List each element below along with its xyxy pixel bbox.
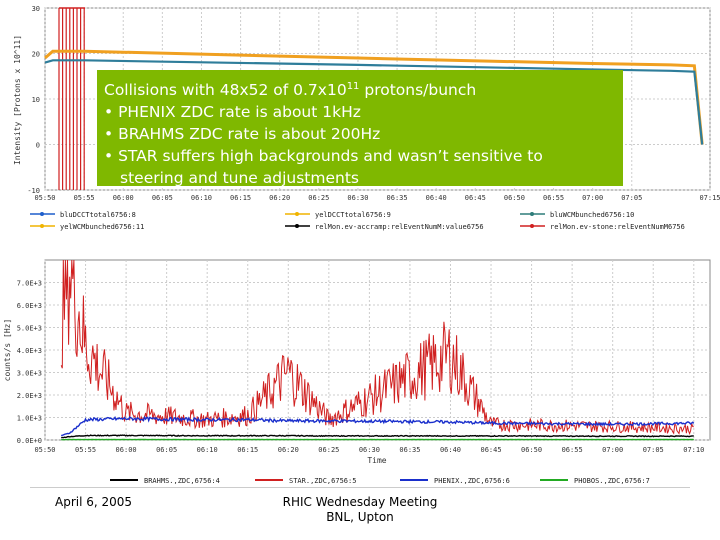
x-tick-label: 06:35 (387, 194, 408, 202)
legend-label: PHENIX.,ZDC,6756:6 (434, 477, 510, 485)
x-tick-label: 06:35 (399, 446, 420, 454)
series-lines (60, 259, 695, 441)
x-tick-label: 06:45 (480, 446, 501, 454)
legend-label: STAR.,ZDC,6756:5 (289, 477, 356, 485)
y-axis-label: Intensity [Protons x 10^11] (13, 35, 22, 165)
legend-label: yelWCMbunched6756:11 (60, 223, 144, 231)
y-tick-labels: 7.0E+3 6.0E+3 5.0E+3 4.0E+3 3.0E+3 2.0E+3 1.0E… (17, 280, 42, 446)
x-tick-label: 06:40 (440, 446, 461, 454)
y-tick-label: 30 (32, 5, 40, 13)
legend: BRAHMS.,ZDC,6756:4 STAR.,ZDC,6756:5 PHENIX… (110, 477, 650, 485)
x-tick-label: 06:40 (426, 194, 447, 202)
x-tick-label: 06:55 (543, 194, 564, 202)
legend-label: BRAHMS.,ZDC,6756:4 (144, 477, 220, 485)
x-tick-label: 06:15 (230, 194, 251, 202)
x-tick-label: 06:10 (197, 446, 218, 454)
series-line-yelDCCTtotal6756:9 (44, 49, 704, 145)
x-tick-label: 06:50 (504, 194, 525, 202)
y-axis-label: counts/s [Hz] (3, 319, 12, 382)
y-tick-label: 7.0E+3 (17, 280, 42, 288)
x-tick-label: 06:05 (156, 446, 177, 454)
legend: bluDCCTtotal6756:8 yelDCCTtotal6756:9 bluW… (30, 211, 685, 231)
x-tick-label: 07:05 (621, 194, 642, 202)
x-tick-label: 06:30 (347, 194, 368, 202)
x-tick-label: 06:00 (116, 446, 137, 454)
x-tick-label: 06:25 (308, 194, 329, 202)
y-tick-label: 20 (32, 51, 40, 59)
x-tick-label: 06:55 (562, 446, 583, 454)
x-tick-label: 07:05 (643, 446, 664, 454)
y-tick-label: 10 (32, 96, 40, 104)
legend-marker (40, 212, 44, 216)
series-lines (44, 7, 704, 190)
x-tick-label: 06:20 (278, 446, 299, 454)
summary-callout: Collisions with 48x52 of 0.7x1011 proton… (97, 70, 623, 188)
legend-marker (295, 212, 299, 216)
callout-bullet: • BRAHMS ZDC rate is about 200Hz (104, 125, 381, 144)
x-tick-label: 06:15 (237, 446, 258, 454)
y-tick-label: 3.0E+3 (17, 370, 42, 378)
x-tick-label: 07:00 (602, 446, 623, 454)
y-tick-label: -10 (27, 187, 40, 195)
footer-rule (30, 487, 690, 488)
x-axis-label: Time (367, 456, 386, 465)
x-tick-label: 07:00 (582, 194, 603, 202)
y-tick-labels: 30 20 10 0 -10 (27, 5, 40, 195)
callout-bullet-continuation: steering and tune adjustments (120, 169, 360, 188)
y-tick-label: 5.0E+3 (17, 325, 42, 333)
legend-label: bluWCMbunched6756:10 (550, 211, 634, 219)
callout-exponent: 11 (346, 81, 360, 92)
x-tick-label: 06:10 (191, 194, 212, 202)
x-tick-label: 06:05 (152, 194, 173, 202)
x-tick-label: 06:00 (113, 194, 134, 202)
series-line-BRAHMS.,ZDC,6756:4 (61, 434, 694, 439)
footer-location: BNL, Upton (326, 510, 394, 524)
x-tick-label: 07:15 (699, 194, 720, 202)
callout-bullet: • STAR suffers high backgrounds and wasn… (104, 147, 543, 166)
x-tick-labels: 05:50 05:55 06:00 06:05 06:10 06:15 06:20 06:25… (34, 446, 704, 454)
y-tick-label: 4.0E+3 (17, 347, 42, 355)
x-tick-label: 05:55 (74, 194, 95, 202)
legend-label: PHOBOS.,ZDC,6756:7 (574, 477, 650, 485)
x-tick-label: 06:25 (318, 446, 339, 454)
footer-meeting: RHIC Wednesday Meeting BNL, Upton (260, 495, 460, 525)
legend-label: relMon.ev-accramp:relEventNumM:value6756 (315, 223, 484, 231)
x-tick-label: 06:30 (359, 446, 380, 454)
x-tick-label: 06:45 (465, 194, 486, 202)
y-tick-label: 2.0E+3 (17, 392, 42, 400)
legend-label: bluDCCTtotal6756:8 (60, 211, 136, 219)
legend-label: yelDCCTtotal6756:9 (315, 211, 391, 219)
x-tick-label: 05:55 (75, 446, 96, 454)
y-tick-label: 1.0E+3 (17, 415, 42, 423)
legend-label: relMon.ev-stone:relEventNumM6756 (550, 223, 685, 231)
y-tick-label: 0.0E+0 (17, 437, 42, 445)
zdc-rate-chart: 7.0E+3 6.0E+3 5.0E+3 4.0E+3 3.0E+3 2.0E+3 1.0E… (0, 250, 720, 490)
callout-headline-text: Collisions with 48x52 of 0.7x10 (104, 81, 347, 100)
y-tick-label: 6.0E+3 (17, 302, 42, 310)
legend-marker (40, 224, 44, 228)
x-tick-label: 05:50 (34, 446, 55, 454)
legend-marker (295, 224, 299, 228)
series-line-bluWCMbunched6756:10 (44, 59, 704, 145)
legend-marker (530, 224, 534, 228)
x-tick-label: 06:20 (269, 194, 290, 202)
x-tick-label: 05:50 (34, 194, 55, 202)
y-tick-label: 0 (36, 142, 40, 150)
legend-marker (530, 212, 534, 216)
x-tick-label: 06:50 (521, 446, 542, 454)
x-tick-labels: 05:50 05:55 06:00 06:05 06:10 06:15 06:20 06:25… (34, 194, 720, 202)
footer-meeting-title: RHIC Wednesday Meeting (282, 495, 438, 509)
x-tick-label: 07:10 (683, 446, 704, 454)
panel-divider (0, 237, 720, 250)
callout-headline: Collisions with 48x52 of 0.7x1011 proton… (104, 76, 623, 101)
series-line-PHENIX.,ZDC,6756:6 (60, 415, 695, 437)
callout-bullet: • PHENIX ZDC rate is about 1kHz (104, 103, 361, 122)
footer-date: April 6, 2005 (55, 495, 133, 509)
callout-headline-suffix: protons/bunch (359, 81, 477, 100)
